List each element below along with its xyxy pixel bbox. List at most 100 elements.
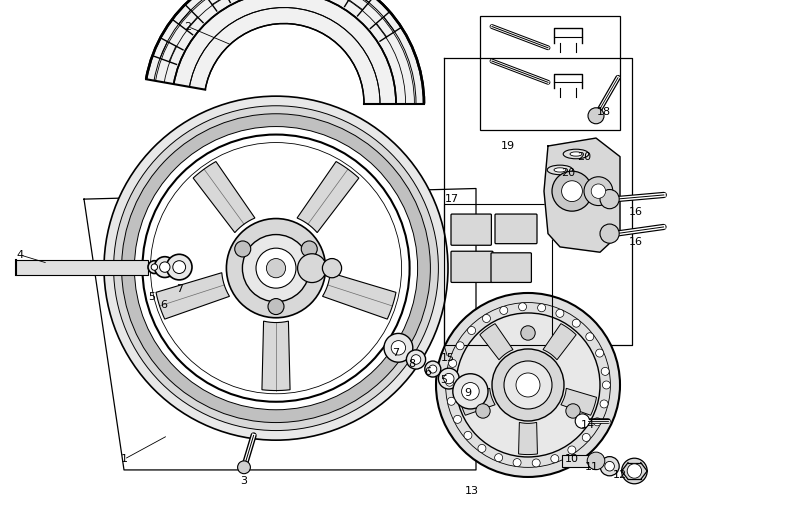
Circle shape: [594, 418, 602, 426]
Text: 9: 9: [465, 388, 471, 398]
Text: 12: 12: [613, 470, 627, 480]
Circle shape: [551, 455, 559, 463]
Polygon shape: [297, 161, 359, 233]
Text: 4: 4: [17, 250, 23, 260]
Circle shape: [602, 367, 610, 375]
Text: 2: 2: [185, 22, 191, 31]
Circle shape: [532, 459, 540, 467]
Text: 19: 19: [501, 141, 515, 151]
Circle shape: [518, 303, 526, 311]
Circle shape: [234, 241, 250, 257]
Circle shape: [173, 261, 186, 273]
Circle shape: [446, 378, 454, 386]
Circle shape: [160, 262, 170, 272]
Text: 18: 18: [597, 107, 611, 116]
Circle shape: [449, 359, 457, 367]
Text: 7: 7: [393, 348, 399, 358]
FancyBboxPatch shape: [451, 251, 493, 282]
Circle shape: [500, 306, 508, 314]
Text: 5: 5: [149, 293, 155, 302]
Circle shape: [602, 381, 610, 389]
Polygon shape: [543, 323, 576, 360]
Text: 17: 17: [445, 194, 459, 204]
Circle shape: [443, 373, 454, 384]
Circle shape: [438, 368, 459, 389]
Circle shape: [600, 400, 608, 408]
Text: 16: 16: [629, 237, 643, 246]
Bar: [444, 204, 552, 345]
Circle shape: [588, 108, 604, 124]
Circle shape: [298, 254, 326, 282]
Circle shape: [150, 142, 402, 394]
Circle shape: [575, 414, 590, 429]
Circle shape: [384, 333, 413, 362]
Polygon shape: [561, 388, 597, 415]
Bar: [562, 455, 596, 467]
Circle shape: [406, 350, 426, 369]
Circle shape: [513, 459, 521, 467]
Circle shape: [429, 365, 437, 373]
Circle shape: [584, 177, 613, 205]
Circle shape: [492, 349, 564, 421]
Text: 15: 15: [441, 354, 455, 363]
Polygon shape: [518, 422, 538, 455]
Circle shape: [322, 259, 342, 278]
Text: 7: 7: [177, 285, 183, 294]
Polygon shape: [146, 0, 424, 104]
Ellipse shape: [570, 152, 582, 156]
Circle shape: [134, 126, 418, 410]
Circle shape: [456, 313, 600, 457]
Circle shape: [600, 457, 619, 476]
Circle shape: [104, 96, 448, 440]
Circle shape: [504, 361, 552, 409]
FancyBboxPatch shape: [491, 253, 531, 282]
Circle shape: [447, 397, 455, 405]
Polygon shape: [459, 388, 495, 415]
Text: 13: 13: [465, 486, 479, 496]
Circle shape: [411, 355, 421, 364]
Circle shape: [114, 106, 438, 431]
Ellipse shape: [547, 165, 573, 175]
Text: 6: 6: [161, 301, 167, 310]
Polygon shape: [480, 323, 513, 360]
Polygon shape: [156, 273, 230, 319]
Circle shape: [268, 298, 284, 314]
Circle shape: [586, 333, 594, 341]
Circle shape: [521, 326, 535, 340]
Text: 5: 5: [441, 375, 447, 384]
Circle shape: [242, 235, 310, 302]
Text: 20: 20: [577, 152, 591, 161]
Circle shape: [476, 404, 490, 418]
Circle shape: [566, 404, 580, 418]
Ellipse shape: [563, 149, 589, 159]
Circle shape: [478, 444, 486, 452]
Circle shape: [468, 327, 476, 335]
Circle shape: [596, 349, 604, 357]
Circle shape: [600, 190, 619, 209]
Circle shape: [302, 241, 318, 257]
Polygon shape: [544, 138, 620, 252]
Circle shape: [266, 259, 286, 278]
Bar: [480, 16, 620, 130]
Circle shape: [256, 248, 296, 288]
Circle shape: [600, 224, 619, 243]
Ellipse shape: [554, 168, 566, 172]
Text: 10: 10: [565, 455, 579, 464]
Text: 1: 1: [121, 455, 127, 464]
Circle shape: [622, 458, 647, 484]
Text: 14: 14: [581, 420, 595, 430]
Circle shape: [462, 382, 479, 400]
Text: 16: 16: [629, 208, 643, 217]
Circle shape: [454, 415, 462, 423]
Circle shape: [552, 171, 592, 211]
Circle shape: [166, 254, 192, 280]
Text: 20: 20: [561, 168, 575, 177]
Circle shape: [591, 184, 606, 199]
Polygon shape: [262, 321, 290, 390]
Circle shape: [456, 342, 464, 350]
Bar: [16, 260, 148, 275]
Circle shape: [494, 453, 502, 461]
Circle shape: [627, 464, 642, 478]
Circle shape: [516, 373, 540, 397]
Circle shape: [464, 431, 472, 439]
